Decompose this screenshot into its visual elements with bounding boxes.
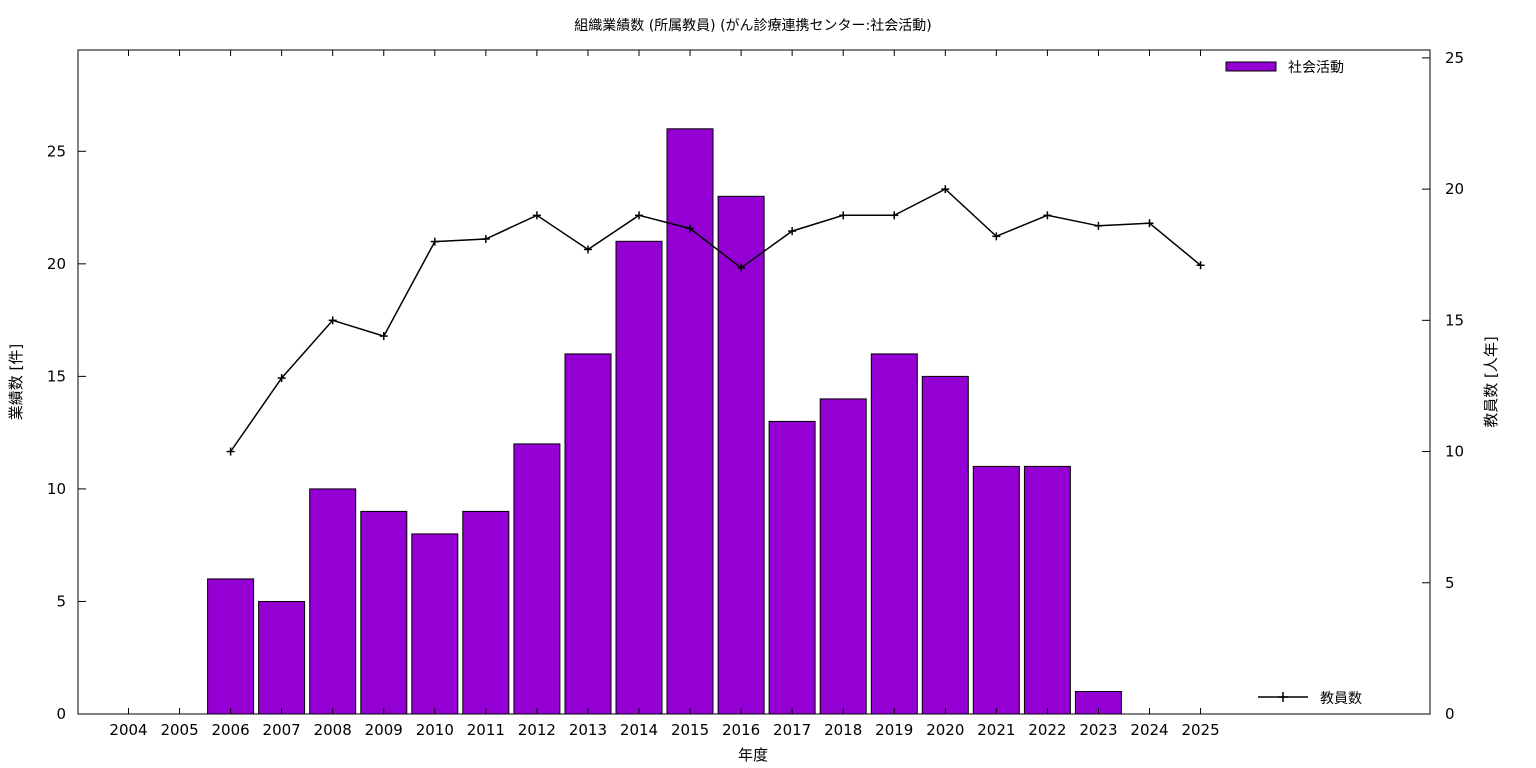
line-point-2021 xyxy=(992,232,1001,241)
y-tick-label: 5 xyxy=(56,592,66,610)
line-point-2006 xyxy=(226,447,235,456)
bar-2022 xyxy=(1023,465,1071,715)
x-tick-label: 2016 xyxy=(722,721,760,739)
x-tick-label: 2017 xyxy=(773,721,811,739)
x-tick-label: 2011 xyxy=(467,721,505,739)
y2-tick-label: 0 xyxy=(1445,705,1455,723)
y2-tick-label: 5 xyxy=(1445,574,1455,592)
y-tick-label: 10 xyxy=(47,480,66,498)
line-series xyxy=(226,185,1205,456)
bar-2018 xyxy=(819,398,867,715)
x-tick-label: 2023 xyxy=(1079,721,1117,739)
line-point-2015 xyxy=(686,224,695,233)
line-point-2016 xyxy=(737,263,746,272)
y2-axis-ticks: 0 5 10 15 20 25 xyxy=(1422,49,1464,723)
x-tick-label: 2025 xyxy=(1181,721,1219,739)
bar-2020 xyxy=(921,375,969,715)
y-tick-label: 0 xyxy=(56,705,66,723)
legend-bar: 社会活動 xyxy=(1225,60,1344,76)
y2-tick-label: 20 xyxy=(1445,180,1464,198)
bar-series xyxy=(207,128,1122,715)
x-tick-label: 2022 xyxy=(1028,721,1066,739)
y2-tick-label: 10 xyxy=(1445,443,1464,461)
bar-2019 xyxy=(870,353,918,715)
x-tick-label: 2004 xyxy=(109,721,147,739)
x-tick-label: 2009 xyxy=(365,721,403,739)
legend-line: 教員数 xyxy=(1258,691,1362,707)
bar-2007 xyxy=(258,601,306,715)
line-point-2024 xyxy=(1145,219,1154,228)
x-tick-label: 2006 xyxy=(212,721,250,739)
bar-2016 xyxy=(717,195,765,715)
y2-tick-label: 25 xyxy=(1445,49,1464,67)
y-tick-label: 25 xyxy=(47,142,66,160)
chart-title: 組織業績数 (所属教員) (がん診療連携センター:社会活動) xyxy=(574,17,931,34)
line-point-2023 xyxy=(1094,221,1103,230)
line-point-2010 xyxy=(430,237,439,246)
x-tick-label: 2005 xyxy=(160,721,198,739)
x-tick-label: 2010 xyxy=(416,721,454,739)
line-point-2009 xyxy=(379,332,388,341)
line-point-2007 xyxy=(277,374,286,383)
y-tick-label: 15 xyxy=(47,367,66,385)
x-tick-label: 2014 xyxy=(620,721,658,739)
line-point-2018 xyxy=(839,211,848,220)
line-path xyxy=(229,188,1201,452)
x-tick-label: 2021 xyxy=(977,721,1015,739)
x-tick-label: 2019 xyxy=(875,721,913,739)
bar-2017 xyxy=(768,420,816,715)
y-axis-ticks: 0 5 10 15 20 25 xyxy=(47,142,86,723)
bar-2015 xyxy=(666,128,714,715)
y-axis-label: 業績数 [件] xyxy=(7,344,25,420)
x-tick-label: 2007 xyxy=(263,721,301,739)
x-tick-label: 2013 xyxy=(569,721,607,739)
line-point-2012 xyxy=(532,211,541,220)
bar-2021 xyxy=(972,465,1020,715)
bar-2006 xyxy=(207,578,255,715)
line-point-2017 xyxy=(788,227,797,236)
line-point-2025 xyxy=(1196,261,1205,270)
x-axis-ticks: 2004 2005 2006 2007 2008 2009 2010 2011 2012 2013… xyxy=(109,50,1220,739)
bar-2009 xyxy=(360,510,408,715)
y2-axis-label: 教員数 [人年] xyxy=(1482,336,1500,427)
x-tick-label: 2008 xyxy=(314,721,352,739)
x-tick-label: 2015 xyxy=(671,721,709,739)
bar-2011 xyxy=(462,510,510,715)
bar-2012 xyxy=(513,443,561,715)
legend-line-label: 教員数 xyxy=(1320,691,1362,707)
legend-bar-label: 社会活動 xyxy=(1288,60,1344,76)
line-point-2013 xyxy=(583,245,592,254)
y-tick-label: 20 xyxy=(47,255,66,273)
line-point-2019 xyxy=(890,211,899,220)
bar-2010 xyxy=(411,533,459,715)
x-axis-label: 年度 xyxy=(738,746,768,764)
x-tick-label: 2024 xyxy=(1130,721,1168,739)
line-point-2020 xyxy=(941,185,950,194)
plot-frame xyxy=(77,49,1431,715)
x-tick-label: 2018 xyxy=(824,721,862,739)
x-tick-label: 2020 xyxy=(926,721,964,739)
line-point-2014 xyxy=(635,211,643,220)
line-point-2011 xyxy=(481,234,490,243)
line-point-2008 xyxy=(328,316,337,325)
legend-bar-swatch xyxy=(1225,61,1277,72)
line-point-2022 xyxy=(1043,211,1052,220)
bar-2013 xyxy=(564,353,612,715)
bar-2008 xyxy=(309,488,357,715)
y2-tick-label: 15 xyxy=(1445,311,1464,329)
x-tick-label: 2012 xyxy=(518,721,556,739)
bar-2014 xyxy=(615,240,663,715)
